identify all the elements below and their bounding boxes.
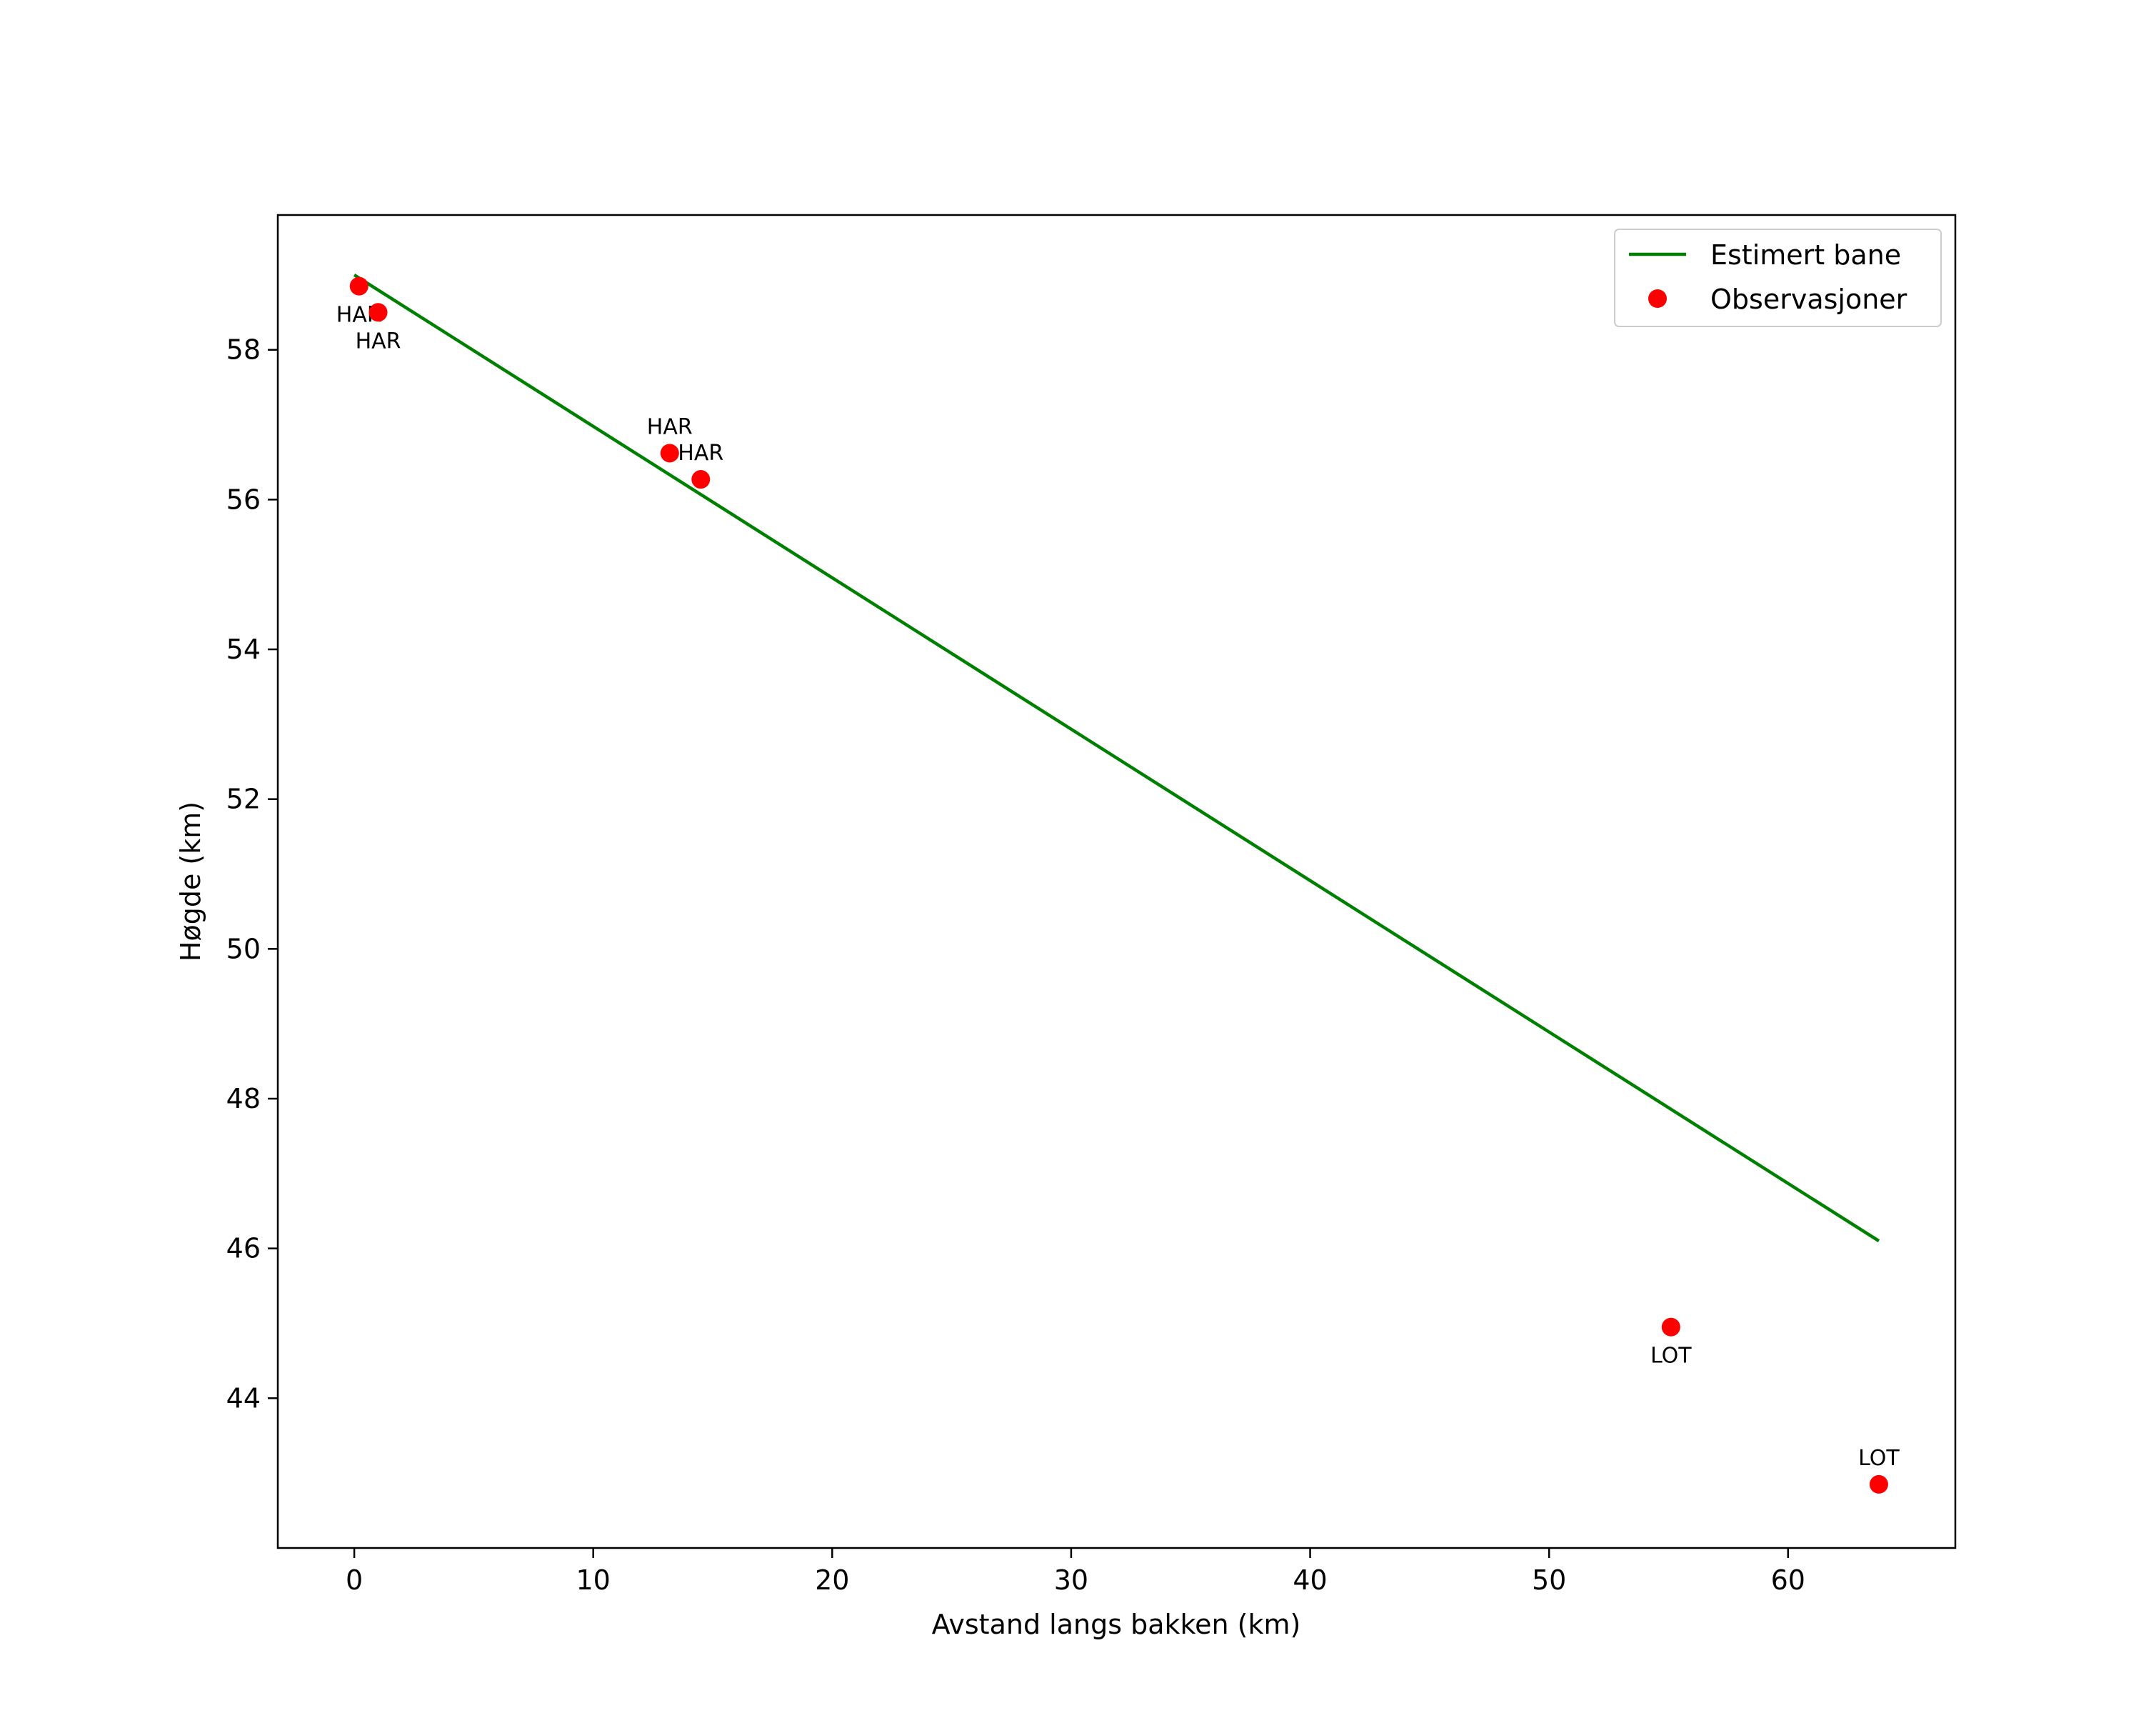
observation-label: HAR <box>678 441 723 466</box>
y-tick-label: 44 <box>226 1382 261 1414</box>
y-tick-label: 58 <box>226 334 261 366</box>
x-tick-label: 20 <box>815 1564 849 1596</box>
legend-box <box>1614 229 1942 327</box>
x-tick-label: 40 <box>1293 1564 1327 1596</box>
y-axis-title: Høgde (km) <box>175 801 206 962</box>
observation-label: HAR <box>647 414 693 439</box>
x-tick-label: 50 <box>1532 1564 1566 1596</box>
observation-point <box>1661 1317 1680 1337</box>
observation-point <box>349 276 368 296</box>
axes-frame <box>276 214 1957 1549</box>
axis-ticks: 0 10 20 30 40 50 60 44 46 48 50 52 54 56 58 <box>226 334 1805 1596</box>
legend-label-line: Estimert bane <box>1710 239 1901 271</box>
observation-label: LOT <box>1858 1446 1900 1471</box>
series-line-estimert-bane <box>353 273 1880 1243</box>
x-axis-title: Avstand langs bakken (km) <box>932 1609 1301 1640</box>
y-tick-label: 54 <box>226 634 261 665</box>
x-tick-label: 60 <box>1771 1564 1805 1596</box>
legend-label-points: Observasjoner <box>1710 284 1907 315</box>
observation-label: HAR <box>356 329 401 354</box>
y-tick-label: 56 <box>226 484 261 515</box>
y-tick-label: 52 <box>226 784 261 815</box>
x-tick-label: 10 <box>576 1564 611 1596</box>
x-tick-label: 30 <box>1054 1564 1088 1596</box>
observation-point <box>691 470 711 489</box>
x-tick-label: 0 <box>346 1564 363 1596</box>
observation-point <box>368 303 388 322</box>
y-tick-label: 48 <box>226 1083 261 1114</box>
legend: Estimert bane Observasjoner <box>1614 229 1942 327</box>
observation-point <box>660 444 679 463</box>
y-tick-label: 46 <box>226 1233 261 1264</box>
observation-point <box>1869 1474 1888 1494</box>
observation-label: LOT <box>1650 1344 1692 1369</box>
legend-marker-swatch <box>1648 289 1667 308</box>
y-tick-label: 50 <box>226 933 261 964</box>
